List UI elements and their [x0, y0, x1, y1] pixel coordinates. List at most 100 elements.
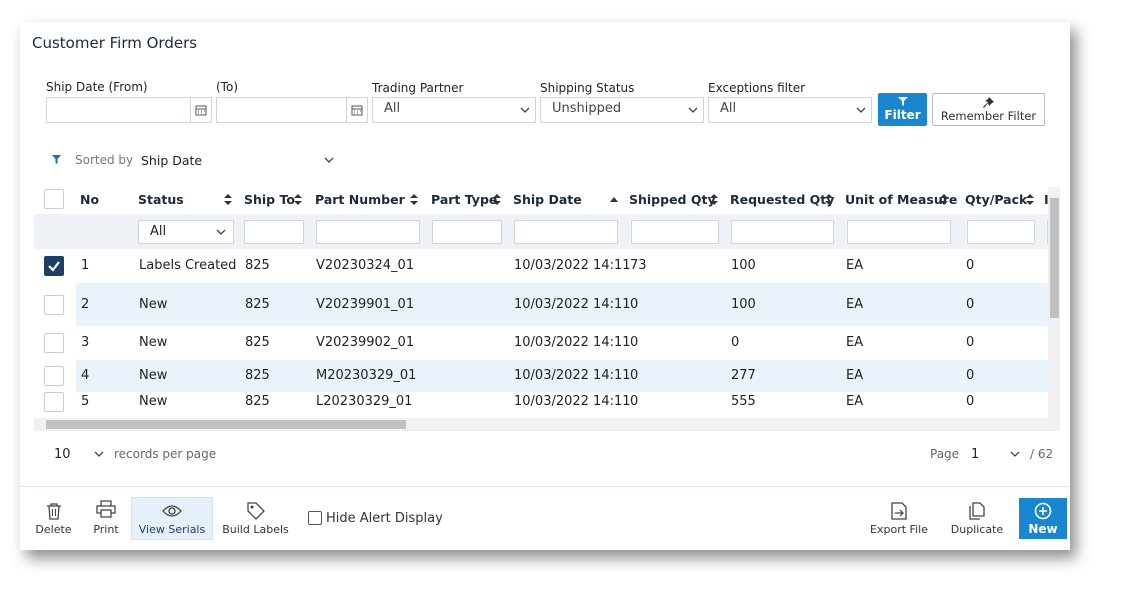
select[interactable] [708, 97, 872, 123]
tool-icon[interactable] [138, 504, 206, 518]
cell: 825 [245, 335, 270, 350]
tool-label[interactable]: Build Labels [222, 523, 289, 536]
cell: 0 [966, 296, 975, 312]
cell: 555 [731, 394, 756, 409]
cell: 277 [731, 368, 756, 383]
tool-icon[interactable] [38, 502, 69, 520]
checkbox[interactable] [44, 333, 64, 353]
column-header[interactable]: Unit of Measure [845, 192, 958, 207]
cell: 825 [245, 296, 270, 312]
column-filter[interactable] [514, 220, 618, 244]
column-filter[interactable] [432, 220, 502, 244]
column-header[interactable]: Status [138, 192, 184, 207]
cell: 10/03/2022 14:11 [514, 296, 631, 312]
cell: EA [846, 368, 864, 383]
page-size[interactable]: 10 [54, 447, 71, 462]
hide-alert-label[interactable]: Hide Alert Display [326, 511, 443, 526]
checkbox[interactable] [44, 256, 64, 276]
column-header[interactable]: Ship Date [513, 192, 582, 207]
tool-icon[interactable] [92, 500, 120, 518]
checkbox[interactable] [44, 294, 64, 315]
sort-indicator [1026, 194, 1034, 205]
pin-icon [983, 97, 994, 108]
new-button[interactable] [1019, 498, 1067, 539]
status-filter[interactable] [138, 220, 234, 244]
column-header[interactable]: Part Type [431, 192, 498, 207]
cell: 10/03/2022 14:11 [514, 394, 631, 409]
scroll-thumb-v[interactable] [1050, 198, 1059, 318]
cell: 10/03/2022 14:11 [514, 258, 631, 273]
cell: 0 [966, 335, 975, 350]
cell: EA [846, 335, 864, 350]
title: Customer Firm Orders [32, 34, 198, 52]
column-header[interactable]: Ship To [244, 192, 295, 207]
cell: 10/03/2022 14:11 [514, 335, 631, 350]
filter-label: (To) [216, 80, 238, 94]
sort-indicator [294, 194, 302, 205]
sort-indicator [610, 196, 618, 202]
sort-value[interactable]: Ship Date [141, 153, 203, 168]
cell: New [139, 296, 168, 312]
chevron [856, 107, 866, 113]
new-button-label[interactable]: New [1028, 522, 1058, 536]
column-header[interactable]: No [80, 192, 100, 207]
checkbox[interactable] [44, 392, 64, 412]
tool-icon[interactable] [952, 502, 1002, 520]
date-picker[interactable] [190, 97, 212, 123]
cell: 0 [966, 258, 975, 273]
checkbox[interactable] [44, 366, 64, 386]
hide-alert-checkbox[interactable] [308, 511, 322, 525]
cell: V20239902_01 [316, 335, 415, 350]
scroll-thumb-h[interactable] [46, 420, 406, 429]
tool-label[interactable]: Delete [35, 523, 72, 536]
cell: V20239901_01 [316, 296, 415, 312]
cell: 0 [630, 368, 639, 383]
date-input[interactable] [216, 97, 347, 123]
column-header[interactable]: Shipped Qty [629, 192, 716, 207]
page-number[interactable]: 1 [971, 447, 980, 462]
tool-icon[interactable] [870, 502, 928, 520]
date-picker[interactable] [346, 97, 368, 123]
sort-indicator [940, 194, 948, 205]
tool-label[interactable]: Duplicate [950, 523, 1004, 536]
column-filter[interactable] [244, 220, 304, 244]
chevron [520, 107, 530, 113]
column-header[interactable]: Qty/Pack [965, 192, 1028, 207]
active-tool-bg [131, 497, 213, 540]
cell: 1 [81, 258, 90, 273]
cell: 73 [630, 258, 647, 273]
tool-label[interactable]: View Serials [138, 523, 206, 536]
cell: New [139, 335, 168, 350]
cell: New [139, 368, 168, 383]
select[interactable] [372, 97, 536, 123]
column-header[interactable]: Requested Qty [730, 192, 835, 207]
filter-button-label: Filter [884, 108, 921, 122]
page-label: Page [930, 447, 960, 461]
column-header[interactable]: Part Number [315, 192, 405, 207]
select[interactable] [540, 97, 704, 123]
filter-icon [898, 97, 908, 106]
sort-label: Sorted by [75, 153, 134, 167]
sort-icon [52, 155, 61, 164]
tool-label[interactable]: Export File [870, 523, 928, 536]
chevron [94, 451, 104, 457]
cell: V20230324_01 [316, 258, 415, 273]
sort-indicator [493, 194, 501, 205]
checkbox[interactable] [44, 189, 64, 209]
cell: 0 [630, 394, 639, 409]
cell: 100 [731, 296, 756, 312]
remember-button[interactable] [932, 93, 1045, 126]
column-filter[interactable] [316, 220, 420, 244]
column-filter[interactable] [631, 220, 719, 244]
tool-label[interactable]: Print [93, 523, 119, 536]
date-input[interactable] [46, 97, 191, 123]
column-filter[interactable] [731, 220, 834, 244]
row-stripe [76, 283, 1048, 326]
row-stripe [76, 360, 1048, 392]
cell: New [139, 394, 168, 409]
cell: 10/03/2022 14:11 [514, 368, 631, 383]
column-filter[interactable] [847, 220, 951, 244]
tool-icon[interactable] [224, 502, 287, 520]
column-filter[interactable] [967, 220, 1035, 244]
cell: 2 [81, 296, 90, 312]
